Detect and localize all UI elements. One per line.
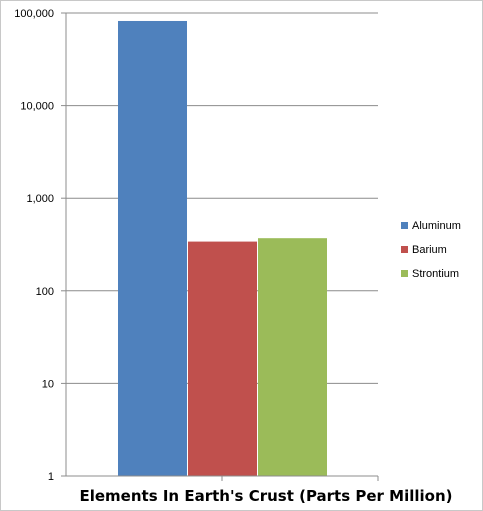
legend-swatch-strontium <box>401 270 408 277</box>
legend-label-aluminum: Aluminum <box>412 220 461 232</box>
bars <box>118 20 327 477</box>
bar-barium <box>188 241 257 476</box>
y-tick-label: 100 <box>36 286 54 298</box>
y-axis-ticks: 1 10 100 1,000 10,000 100,000 <box>14 8 66 483</box>
y-tick-label: 10,000 <box>20 101 54 113</box>
y-tick-label: 1,000 <box>26 193 54 205</box>
axes <box>65 13 379 481</box>
bar-aluminum <box>118 20 187 477</box>
y-tick-label: 100,000 <box>14 8 54 20</box>
legend-swatch-barium <box>401 246 408 253</box>
y-tick-label: 10 <box>42 378 54 390</box>
legend-swatch-aluminum <box>401 222 408 229</box>
bar-strontium <box>258 238 327 476</box>
y-tick-label: 1 <box>48 471 54 483</box>
legend-label-strontium: Strontium <box>412 268 459 280</box>
x-axis-label: Elements In Earth's Crust (Parts Per Mil… <box>79 487 452 505</box>
legend-label-barium: Barium <box>412 244 447 256</box>
legend: Aluminum Barium Strontium <box>401 220 461 280</box>
